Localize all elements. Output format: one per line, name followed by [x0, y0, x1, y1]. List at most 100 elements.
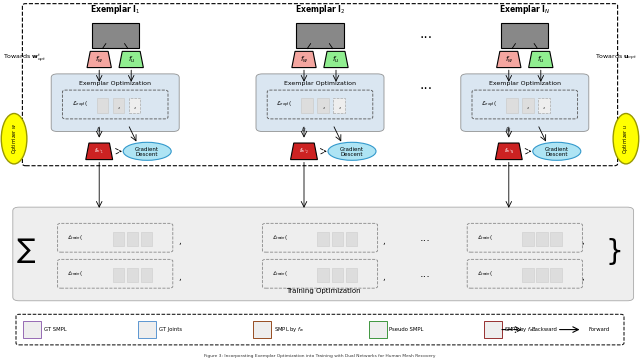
Text: ...: ... — [419, 27, 432, 41]
Polygon shape — [292, 51, 316, 68]
Text: $\mathcal{L}_{expl}($: $\mathcal{L}_{expl}($ — [72, 100, 88, 110]
Text: Descent: Descent — [545, 152, 568, 157]
Text: Gradient: Gradient — [135, 147, 159, 152]
Polygon shape — [324, 51, 348, 68]
FancyBboxPatch shape — [317, 98, 329, 113]
Text: $\mathcal{L}_{train}($: $\mathcal{L}_{train}($ — [67, 233, 83, 242]
Text: ,: , — [527, 103, 529, 109]
Polygon shape — [291, 143, 317, 160]
FancyBboxPatch shape — [97, 98, 108, 113]
FancyBboxPatch shape — [461, 74, 589, 131]
Text: Gradient: Gradient — [340, 147, 364, 152]
Text: ,: , — [178, 237, 180, 246]
Text: $f_{w'_N}$: $f_{w'_N}$ — [504, 147, 514, 156]
Text: Towards $\mathbf{u}_{opt}$: Towards $\mathbf{u}_{opt}$ — [595, 52, 637, 63]
Text: Descent: Descent — [340, 152, 364, 157]
Text: ,: , — [178, 273, 180, 282]
Text: Training Optimization: Training Optimization — [286, 287, 360, 294]
Text: ,: , — [322, 103, 324, 109]
Text: Exemplar $\mathbf{I}_2$: Exemplar $\mathbf{I}_2$ — [294, 3, 346, 16]
FancyBboxPatch shape — [301, 98, 313, 113]
Text: Exemplar $\mathbf{I}_1$: Exemplar $\mathbf{I}_1$ — [90, 3, 141, 16]
FancyBboxPatch shape — [484, 321, 502, 338]
Text: $f_w$: $f_w$ — [300, 54, 308, 64]
Text: Figure 3: Incorporating Exemplar Optimization into Training with Dual Networks f: Figure 3: Incorporating Exemplar Optimiz… — [204, 354, 436, 358]
Text: ,: , — [133, 103, 136, 109]
Text: ...: ... — [420, 233, 431, 243]
Polygon shape — [495, 143, 522, 160]
Text: ,: , — [581, 237, 584, 246]
Text: $I_1$: $I_1$ — [96, 125, 102, 134]
FancyBboxPatch shape — [253, 321, 271, 338]
Text: $f_{w'_2}$: $f_{w'_2}$ — [299, 147, 309, 156]
Text: Optimizer $w$: Optimizer $w$ — [10, 123, 19, 155]
Text: Optimizer $u$: Optimizer $u$ — [621, 123, 630, 154]
Text: ...: ... — [419, 78, 432, 92]
Ellipse shape — [532, 142, 581, 160]
Polygon shape — [497, 51, 521, 68]
Text: Towards $\mathbf{w}^t_{opt}$: Towards $\mathbf{w}^t_{opt}$ — [3, 52, 47, 63]
Text: ,: , — [338, 103, 340, 109]
Text: Backward: Backward — [531, 327, 557, 332]
Text: $f_{w'_1}$: $f_{w'_1}$ — [95, 147, 104, 156]
FancyBboxPatch shape — [113, 232, 124, 246]
Text: Descent: Descent — [136, 152, 159, 157]
FancyBboxPatch shape — [127, 232, 138, 246]
FancyBboxPatch shape — [536, 232, 548, 246]
FancyBboxPatch shape — [13, 207, 634, 301]
Text: ...: ... — [420, 269, 431, 279]
Text: Pseudo SMPL: Pseudo SMPL — [389, 327, 424, 332]
FancyBboxPatch shape — [317, 232, 329, 246]
FancyBboxPatch shape — [51, 74, 179, 131]
Text: ,: , — [117, 103, 120, 109]
Text: Exemplar Optimization: Exemplar Optimization — [489, 81, 561, 86]
FancyBboxPatch shape — [141, 268, 152, 282]
FancyBboxPatch shape — [346, 268, 357, 282]
Text: $f_w$: $f_w$ — [504, 54, 513, 64]
FancyBboxPatch shape — [346, 232, 357, 246]
FancyBboxPatch shape — [506, 98, 518, 113]
Text: ,: , — [383, 237, 385, 246]
Ellipse shape — [1, 114, 27, 164]
Text: SMPL by $f_{w'}$: SMPL by $f_{w'}$ — [504, 325, 536, 334]
FancyBboxPatch shape — [113, 268, 124, 282]
FancyBboxPatch shape — [317, 268, 329, 282]
Text: $f_u$: $f_u$ — [127, 54, 135, 64]
Text: $\mathcal{L}_{train}($: $\mathcal{L}_{train}($ — [272, 233, 288, 242]
FancyBboxPatch shape — [296, 23, 344, 47]
FancyBboxPatch shape — [113, 98, 124, 113]
Text: $f_u$: $f_u$ — [332, 54, 340, 64]
Text: $\mathcal{L}_{train}($: $\mathcal{L}_{train}($ — [272, 269, 288, 278]
Text: $f_w$: $f_w$ — [95, 54, 104, 64]
FancyBboxPatch shape — [129, 98, 140, 113]
Polygon shape — [119, 51, 143, 68]
FancyBboxPatch shape — [138, 321, 156, 338]
Text: $\mathcal{L}_{train}($: $\mathcal{L}_{train}($ — [67, 269, 83, 278]
Text: $\mathcal{L}_{expl}($: $\mathcal{L}_{expl}($ — [481, 100, 497, 110]
Ellipse shape — [328, 142, 376, 160]
Text: Exemplar $\mathbf{I}_N$: Exemplar $\mathbf{I}_N$ — [499, 3, 550, 16]
Ellipse shape — [613, 114, 639, 164]
Text: $f_u$: $f_u$ — [537, 54, 545, 64]
Text: $\mathcal{L}_{train}($: $\mathcal{L}_{train}($ — [477, 233, 493, 242]
FancyBboxPatch shape — [127, 268, 138, 282]
FancyBboxPatch shape — [536, 268, 548, 282]
Text: $I_N$: $I_N$ — [506, 125, 512, 134]
FancyBboxPatch shape — [522, 232, 534, 246]
FancyBboxPatch shape — [550, 232, 562, 246]
Ellipse shape — [123, 142, 172, 160]
Text: GT Joints: GT Joints — [159, 327, 182, 332]
FancyBboxPatch shape — [538, 98, 550, 113]
FancyBboxPatch shape — [501, 23, 548, 47]
FancyBboxPatch shape — [332, 232, 343, 246]
Polygon shape — [86, 143, 113, 160]
Text: Forward: Forward — [589, 327, 610, 332]
Polygon shape — [87, 51, 111, 68]
Polygon shape — [529, 51, 553, 68]
Text: GT SMPL: GT SMPL — [44, 327, 66, 332]
FancyBboxPatch shape — [522, 268, 534, 282]
Text: ,: , — [543, 103, 545, 109]
Text: }: } — [605, 238, 623, 266]
Text: $\mathcal{L}_{train}($: $\mathcal{L}_{train}($ — [477, 269, 493, 278]
Text: $I_2$: $I_2$ — [301, 125, 307, 134]
